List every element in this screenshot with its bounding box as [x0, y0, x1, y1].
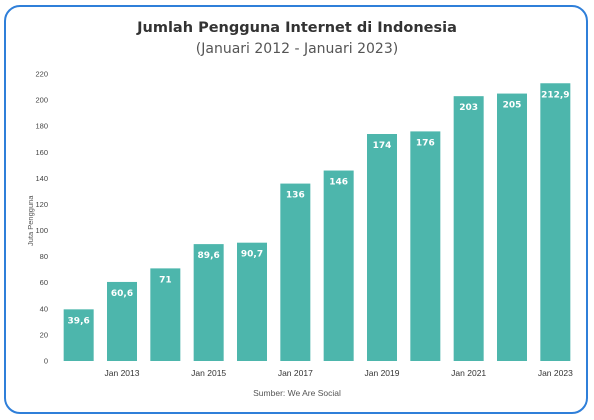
y-tick-label: 60	[40, 278, 48, 287]
source-note: Sumber: We Are Social	[253, 388, 341, 398]
x-tick-label: Jan 2021	[451, 368, 486, 378]
bar-value-label: 203	[459, 103, 478, 113]
bar	[107, 281, 137, 361]
bar	[280, 183, 311, 361]
y-tick-label: 40	[40, 304, 48, 313]
bar-value-label: 90,7	[241, 250, 263, 260]
x-tick-label: Jan 2023	[538, 368, 573, 378]
bar-value-label: 60,6	[111, 289, 133, 299]
chart-title: Jumlah Pengguna Internet di Indonesia	[137, 20, 457, 36]
bar	[453, 96, 484, 361]
x-tick-label: Jan 2017	[278, 368, 313, 378]
bar	[367, 134, 397, 361]
x-tick-label: Jan 2015	[191, 368, 226, 378]
bar-value-label: 71	[159, 275, 172, 285]
bar	[237, 242, 267, 361]
y-tick-label: 200	[35, 96, 48, 105]
bar-value-label: 176	[416, 138, 435, 148]
bar	[150, 268, 181, 361]
y-tick-label: 80	[40, 252, 48, 261]
bar-value-label: 136	[286, 191, 305, 201]
y-tick-label: 120	[35, 200, 48, 209]
y-tick-label: 160	[35, 148, 48, 157]
bar	[323, 170, 354, 361]
bar-value-label: 174	[373, 141, 392, 151]
bar-value-label: 39,6	[68, 316, 90, 326]
y-tick-label: 20	[40, 330, 48, 339]
x-tick-label: Jan 2019	[365, 368, 400, 378]
bar	[63, 309, 94, 361]
bar	[193, 244, 224, 361]
y-tick-label: 180	[35, 122, 48, 131]
y-tick-label: 220	[35, 70, 48, 79]
chart-subtitle: (Januari 2012 - Januari 2023)	[195, 41, 399, 57]
y-tick-label: 140	[35, 174, 48, 183]
x-tick-label: Jan 2013	[105, 368, 140, 378]
bar-value-label: 212,9	[541, 90, 569, 100]
bar-value-label: 146	[329, 178, 348, 188]
bar	[410, 131, 441, 361]
y-tick-label: 0	[44, 357, 48, 366]
bar	[497, 93, 527, 362]
bar-value-label: 89,6	[198, 251, 220, 261]
bar-value-label: 205	[503, 101, 522, 111]
y-tick-label: 100	[35, 226, 48, 235]
bar	[540, 83, 571, 362]
